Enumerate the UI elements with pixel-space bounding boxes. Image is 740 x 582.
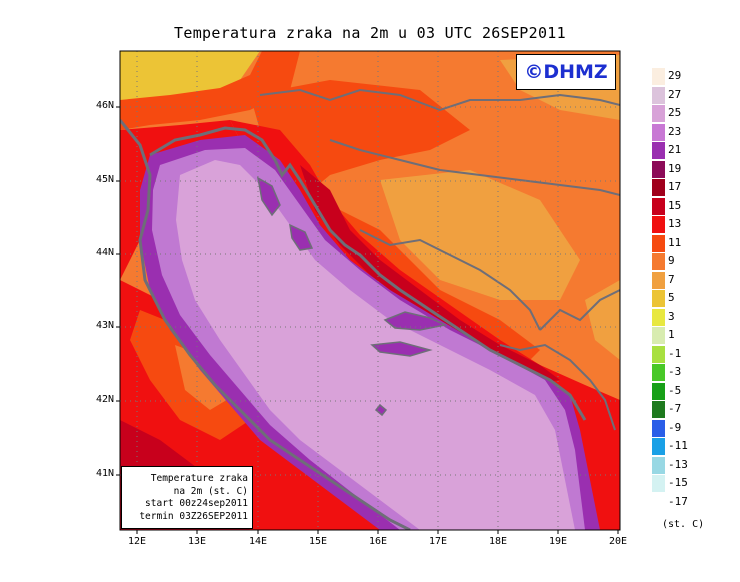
lon-label-15e: 15E <box>308 536 328 547</box>
italy-inland-cool <box>175 345 235 410</box>
legend-label: 3 <box>668 309 675 323</box>
island-hvar <box>383 311 448 331</box>
montenegro-border <box>499 343 616 431</box>
legend-swatch <box>652 253 665 270</box>
lat-label-46n: 46N <box>95 100 114 111</box>
map-title: Temperatura zraka na 2m u 03 UTC 26SEP20… <box>174 24 566 42</box>
island-korcula <box>370 341 433 357</box>
axis-ticks <box>116 106 619 534</box>
legend-label: 9 <box>668 254 675 267</box>
legend-swatch <box>652 475 665 492</box>
legend-swatch <box>652 142 665 159</box>
map-frame <box>119 50 621 531</box>
legend-label: 19 <box>668 161 682 175</box>
legend-label: -11 <box>668 439 688 452</box>
island-cres <box>256 176 281 217</box>
legend-swatch <box>652 160 665 178</box>
lon-label-20e: 20E <box>608 536 628 547</box>
info-line-termin: termin 03Z26SEP2011 <box>139 510 248 522</box>
legend-label: 17 <box>668 180 682 193</box>
lat-label-45n: 45N <box>95 174 114 185</box>
lat-label-41n: 41N <box>95 468 114 479</box>
lon-label-14e: 14E <box>248 536 268 547</box>
cool-interior-patch <box>380 170 580 300</box>
legend-swatch <box>652 345 665 363</box>
legend-swatch <box>652 308 665 326</box>
legend-label: 5 <box>668 291 675 304</box>
legend-swatch <box>652 197 665 215</box>
legend-label: 23 <box>668 124 682 138</box>
legend-label: -9 <box>668 420 682 434</box>
map-field <box>120 51 620 530</box>
lat-label-44n: 44N <box>95 247 114 258</box>
legend-label: -17 <box>668 494 688 508</box>
legend-label: 29 <box>668 69 682 82</box>
legend-swatch <box>652 327 665 344</box>
legend-label: -5 <box>668 383 682 397</box>
legend-label: -7 <box>668 402 682 415</box>
legend-swatch <box>652 419 665 437</box>
legend-label: 13 <box>668 217 682 230</box>
legend-label: 11 <box>668 235 682 249</box>
lon-label-12e: 12E <box>127 536 147 547</box>
legend-label: 21 <box>668 143 682 156</box>
legend-swatch <box>652 216 665 233</box>
lon-label-13e: 13E <box>187 536 207 547</box>
legend-swatch <box>652 401 665 418</box>
alps-cool-area <box>120 51 260 110</box>
graticule <box>120 51 620 530</box>
info-line-start: start 00z24sep2011 <box>145 498 248 509</box>
legend-label: 15 <box>668 198 682 212</box>
legend-swatch <box>652 86 665 104</box>
legend-units: (st. C) <box>662 519 705 530</box>
info-box: Temperature zraka na 2m (st. C) start 00… <box>121 466 253 529</box>
legend-swatch <box>652 493 665 511</box>
legend-swatch <box>652 438 665 455</box>
info-line-level: na 2m (st. C) <box>173 485 248 497</box>
legend-swatch <box>652 382 665 400</box>
croatian-coastline <box>149 126 587 421</box>
legend-label: -13 <box>668 457 688 471</box>
legend-swatch <box>652 456 665 474</box>
island-vis <box>374 403 388 417</box>
lat-label-43n: 43N <box>95 320 114 331</box>
legend-label: 25 <box>668 106 682 119</box>
legend-label: 27 <box>668 87 682 101</box>
legend-swatch <box>652 123 665 141</box>
alps-foothills <box>120 51 300 130</box>
bosnia-border <box>359 229 541 331</box>
legend-swatch <box>652 68 665 85</box>
island-pag <box>289 223 314 251</box>
legend-swatch <box>652 179 665 196</box>
legend-label: -3 <box>668 365 682 378</box>
lat-label-42n: 42N <box>95 394 114 405</box>
lon-label-18e: 18E <box>488 536 508 547</box>
serbia-border <box>539 289 620 331</box>
lon-label-17e: 17E <box>428 536 448 547</box>
italian-coastline <box>120 119 411 530</box>
legend-swatch <box>652 364 665 381</box>
cool-east-patch <box>585 280 620 360</box>
legend-swatch <box>652 234 665 252</box>
legend-label: -15 <box>668 476 688 489</box>
legend-swatch <box>652 271 665 289</box>
dhmz-logo: ©DHMZ <box>516 54 616 90</box>
legend-label: 1 <box>668 328 675 341</box>
legend-label: 7 <box>668 272 675 286</box>
east-coast-deep-red <box>300 165 560 385</box>
sava-border <box>329 139 620 196</box>
lon-label-16e: 16E <box>368 536 388 547</box>
legend-swatch <box>652 105 665 122</box>
info-line-parameter: Temperature zraka <box>150 473 248 484</box>
lon-label-19e: 19E <box>548 536 568 547</box>
northern-border <box>259 88 620 112</box>
legend-label: -1 <box>668 346 682 360</box>
legend-swatch <box>652 290 665 307</box>
